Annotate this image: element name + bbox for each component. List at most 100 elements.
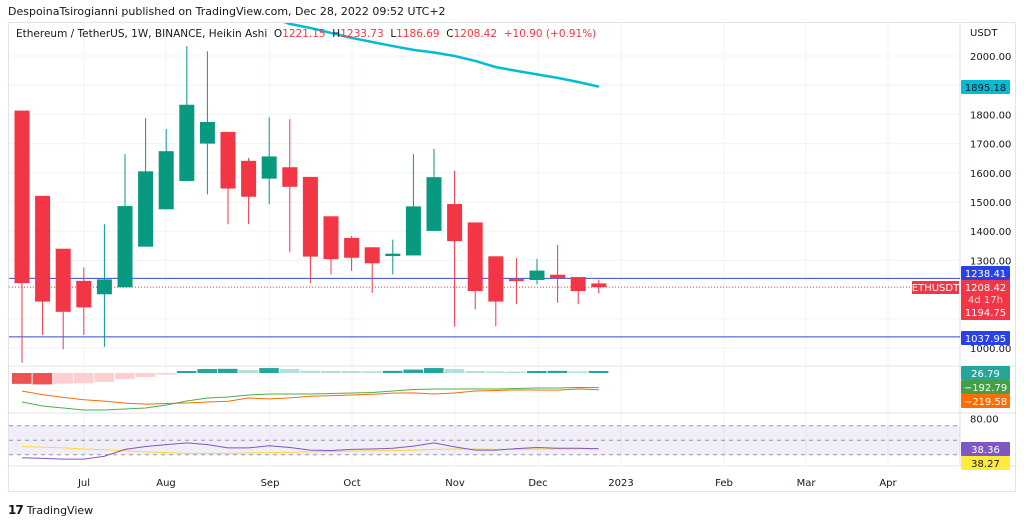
candle-down xyxy=(570,277,586,292)
macd-histogram-tag: 26.79 xyxy=(971,369,1000,380)
candle-down xyxy=(508,279,524,282)
chart-frame xyxy=(8,22,1016,492)
high-label: H xyxy=(332,28,341,40)
candle-down xyxy=(467,222,483,292)
time-axis-tick: Feb xyxy=(715,478,733,489)
price-axis-tick: 1600.00 xyxy=(970,169,1011,180)
macd-histogram-bar xyxy=(279,369,300,373)
rsi-ma-tag-bg xyxy=(961,456,1010,470)
candle-down xyxy=(55,248,71,312)
macd-histogram-bar xyxy=(238,370,259,373)
candle-down xyxy=(364,247,380,264)
close-label: C xyxy=(446,28,454,40)
macd-histogram-bar xyxy=(424,368,444,373)
macd-histogram-bar xyxy=(485,371,506,373)
symbol-tag-bg xyxy=(912,281,959,294)
hline-price-tag: 1238.41 xyxy=(965,269,1006,280)
candle-up xyxy=(261,156,277,179)
time-axis-tick: Nov xyxy=(445,478,465,489)
brand-name: TradingView xyxy=(26,503,94,517)
candle-down xyxy=(488,256,504,302)
candle-down xyxy=(344,237,360,258)
tradingview-logo-icon: 17 xyxy=(8,503,24,517)
symbol-legend: Ethereum / TetherUS, 1W, BINANCE, Heikin… xyxy=(16,28,596,40)
time-axis-tick: Dec xyxy=(528,478,547,489)
symbol-tag: ETHUSDT xyxy=(912,283,960,294)
candle-up xyxy=(179,104,195,181)
open-value: 1221.15 xyxy=(282,28,326,40)
macd-histogram-bar xyxy=(321,370,341,373)
candle-up xyxy=(138,171,154,247)
rsi-value-tag: 38.36 xyxy=(971,445,1000,456)
price-axis-tick: 1700.00 xyxy=(970,140,1011,151)
price-axis-tick: 1500.00 xyxy=(970,198,1011,209)
macd-histogram-bar xyxy=(588,370,609,373)
candle-up xyxy=(96,279,112,295)
candle-up xyxy=(405,206,421,256)
time-axis-tick: Oct xyxy=(343,478,360,489)
rsi-value-tag-bg xyxy=(961,442,1010,456)
candle-down xyxy=(76,280,92,308)
candle-up xyxy=(529,270,545,280)
macd-histogram-bar xyxy=(403,369,423,373)
macd-histogram-bar xyxy=(53,373,73,384)
last-price-tag-bg xyxy=(961,280,1010,320)
price-axis-tick: 2000.00 xyxy=(970,52,1011,63)
macd-value-tag-bg xyxy=(961,380,1010,394)
macd-histogram-bar xyxy=(568,371,588,373)
candle-down xyxy=(447,204,463,242)
candle-down xyxy=(302,176,318,257)
macd-histogram-bar xyxy=(506,371,526,373)
macd-histogram-bar xyxy=(73,373,94,384)
candle-up xyxy=(385,253,401,257)
macd-histogram-bar xyxy=(135,373,156,377)
price-axis-tick: 1800.00 xyxy=(970,110,1011,121)
candle-down xyxy=(35,195,51,302)
candle-down xyxy=(550,274,566,279)
macd-histogram-bar xyxy=(259,368,279,373)
ma-price-tag: 1895.18 xyxy=(965,83,1006,94)
macd-histogram-bar xyxy=(115,373,135,379)
rsi-ma-tag: 38.27 xyxy=(971,459,1000,470)
price-axis-tick: 1000.00 xyxy=(970,344,1011,355)
macd-histogram-bar xyxy=(197,369,217,373)
macd-histogram-bar xyxy=(300,370,320,373)
macd-histogram-bar xyxy=(382,370,403,373)
currency-label: USDT xyxy=(970,28,998,39)
hline-price-tag-bg xyxy=(961,331,1010,345)
tradingview-logo[interactable]: 17 TradingView xyxy=(8,503,93,517)
candle-up xyxy=(426,177,442,231)
macd-histogram-bar xyxy=(341,371,362,373)
macd-histogram-bar xyxy=(176,371,197,373)
price-axis-tick: 1300.00 xyxy=(970,256,1011,267)
moving-average-line xyxy=(283,23,600,88)
candle-down xyxy=(591,283,607,288)
macd-signal-tag-bg xyxy=(961,394,1010,408)
bar-countdown: 4d 17h xyxy=(968,295,1003,306)
macd-histogram-bar xyxy=(156,373,176,375)
price-axis-tick: 1400.00 xyxy=(970,227,1011,238)
macd-histogram-bar xyxy=(465,371,485,373)
macd-histogram-tag-bg xyxy=(961,366,1010,380)
low-value: 1186.69 xyxy=(396,28,440,40)
macd-histogram-bar xyxy=(32,373,53,385)
low-label: L xyxy=(390,28,397,40)
candle-up xyxy=(117,206,133,288)
time-axis-tick: Aug xyxy=(156,478,176,489)
rsi-line xyxy=(21,442,599,460)
time-axis-tick: 2023 xyxy=(608,478,633,489)
candle-down xyxy=(220,131,236,189)
symbol-description: Ethereum / TetherUS, 1W, BINANCE, Heikin… xyxy=(16,28,268,40)
macd-histogram-bar xyxy=(218,368,238,373)
change-value: +10.90 (+0.91%) xyxy=(503,28,597,40)
open-label: O xyxy=(273,28,283,40)
macd-line xyxy=(21,387,599,411)
candle-down xyxy=(241,160,257,197)
time-axis-tick: Mar xyxy=(797,478,817,489)
high-value: 1233.73 xyxy=(340,28,384,40)
low-price-tag: 1194.75 xyxy=(965,308,1006,319)
rsi-axis-tick: 80.00 xyxy=(970,415,999,426)
macd-histogram-bar xyxy=(527,371,547,373)
macd-histogram-bar xyxy=(444,369,465,373)
